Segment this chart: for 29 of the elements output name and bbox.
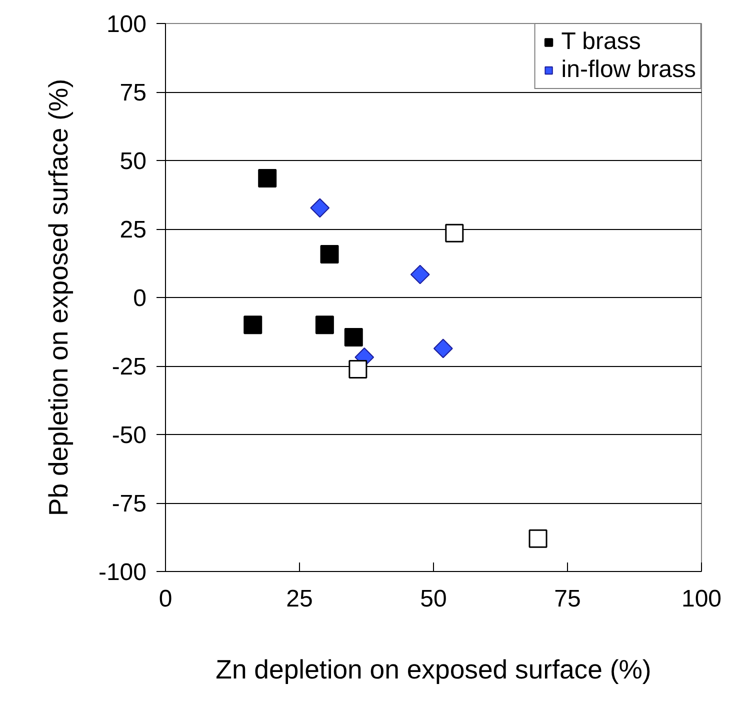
point [344, 328, 363, 346]
y-tick-label: -100 [98, 559, 147, 586]
legend-label: T brass [561, 28, 641, 56]
y-tick-label: -25 [112, 354, 146, 380]
x-tick-label: 50 [420, 586, 447, 612]
y-tick-label: 0 [133, 285, 147, 312]
y-tick-label: -50 [112, 422, 146, 449]
y-tick-label: 75 [120, 80, 147, 106]
point [348, 360, 368, 379]
point [528, 529, 548, 548]
x-axis-title: Zn depletion on exposed surface (%) [216, 654, 652, 684]
legend-label: in-flow brass [561, 56, 696, 84]
y-tick-label: -75 [112, 490, 146, 518]
point [310, 198, 330, 218]
point [433, 338, 453, 358]
point [258, 169, 277, 188]
y-axis-title: Pb depletion on exposed surface (%) [43, 78, 74, 516]
point [320, 244, 339, 264]
y-tick-label: 50 [120, 148, 147, 175]
x-tick-label: 25 [286, 586, 313, 612]
x-tick-label: 0 [158, 586, 172, 612]
point [244, 316, 262, 334]
point [410, 264, 430, 284]
x-tick-label: 75 [554, 586, 581, 612]
y-tick-label: 25 [120, 216, 147, 244]
x-tick-label: 100 [681, 586, 722, 612]
point [315, 316, 334, 334]
y-tick-label: 100 [106, 11, 147, 38]
point [445, 224, 464, 242]
